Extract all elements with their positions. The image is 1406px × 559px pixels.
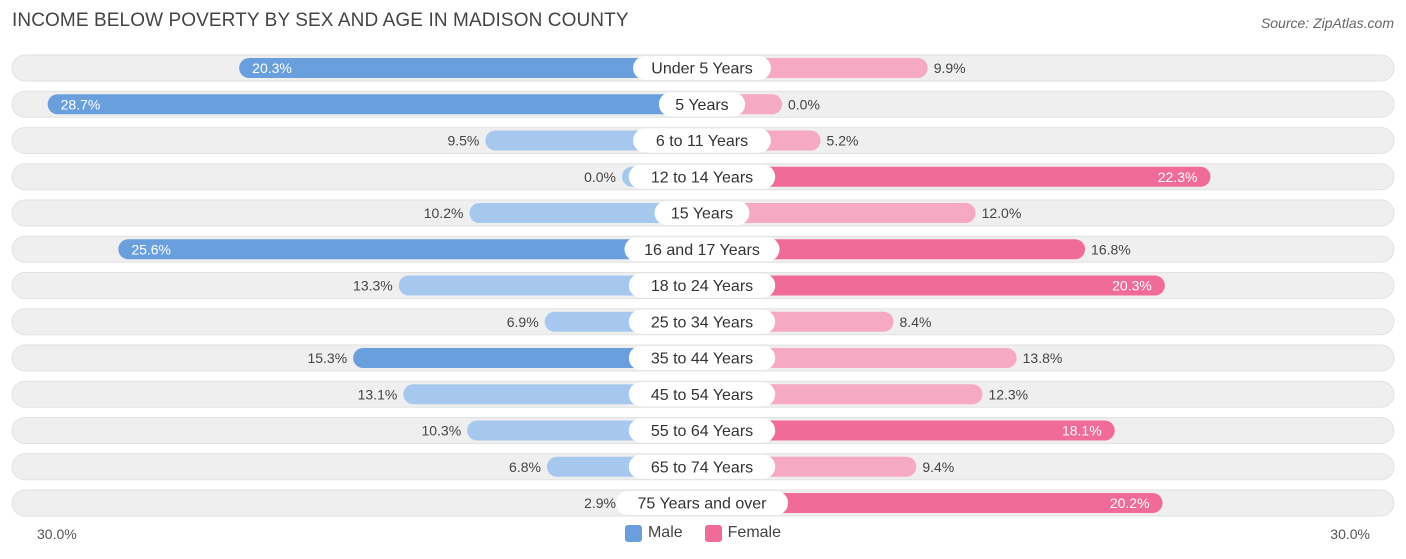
category-label: 6 to 11 Years [656, 133, 748, 150]
category-label: 16 and 17 Years [644, 242, 760, 259]
value-label-female: 9.9% [934, 60, 966, 76]
value-label-male: 6.9% [507, 314, 539, 330]
value-label-female: 0.0% [788, 96, 820, 112]
source-credit: Source: ZipAtlas.com [1260, 15, 1394, 31]
category-pill [628, 273, 776, 298]
bar-male [239, 58, 702, 78]
bar-female [702, 203, 976, 223]
value-label-female: 20.3% [1112, 278, 1152, 294]
value-label-female: 12.0% [982, 205, 1022, 221]
bar-male [118, 239, 702, 260]
value-label-female: 16.8% [1091, 241, 1131, 257]
bar-male [398, 275, 702, 296]
category-pill [658, 92, 746, 117]
value-label-male: 25.6% [131, 241, 171, 257]
category-pill [628, 454, 776, 479]
category-pill [633, 56, 771, 80]
legend-label-male: Male [647, 524, 683, 541]
bar-male [47, 94, 702, 115]
category-label: 15 Years [671, 206, 733, 223]
axis-right-label: 30.0% [1330, 526, 1370, 542]
category-label: 5 Years [675, 97, 728, 114]
category-pill [654, 201, 750, 225]
value-label-female: 13.8% [1023, 350, 1063, 366]
legend-label-female: Female [727, 524, 782, 541]
value-label-male: 2.9% [584, 495, 616, 511]
value-label-male: 28.7% [61, 96, 101, 112]
bar-female [702, 493, 1163, 513]
value-label-female: 9.4% [922, 459, 954, 475]
value-label-male: 0.0% [584, 169, 616, 185]
axis-left-label: 30.0% [37, 526, 77, 542]
category-label: Under 5 Years [651, 61, 752, 78]
category-pill [624, 237, 780, 262]
bar-male [403, 384, 702, 405]
legend: Male Female [0, 524, 1406, 542]
value-label-male: 15.3% [307, 350, 347, 366]
value-label-male: 6.8% [509, 459, 541, 475]
category-label: 25 to 34 Years [651, 314, 753, 331]
value-label-male: 9.5% [447, 133, 479, 149]
value-label-male: 13.1% [358, 386, 398, 402]
value-label-female: 18.1% [1062, 423, 1102, 439]
value-label-female: 12.3% [988, 386, 1028, 402]
category-label: 18 to 24 Years [651, 278, 753, 295]
category-pill [633, 128, 771, 153]
category-pill [628, 382, 776, 407]
value-label-male: 10.3% [421, 423, 461, 439]
category-label: 65 to 74 Years [651, 459, 753, 476]
category-pill [628, 418, 776, 443]
category-label: 45 to 54 Years [651, 387, 753, 404]
bar-female [702, 348, 1017, 368]
category-pill [628, 346, 776, 370]
chart-title: INCOME BELOW POVERTY BY SEX AND AGE IN M… [12, 10, 629, 31]
category-pill [628, 309, 776, 334]
legend-item-male[interactable]: Male [624, 524, 683, 542]
category-label: 55 to 64 Years [651, 423, 753, 440]
legend-swatch-female [704, 524, 722, 542]
poverty-chart: 20.3% 9.9% Under 5 Years 28.7% 0.0% 5 Years 9.… [11, 54, 1395, 517]
bar-male [353, 348, 702, 368]
bar-male [469, 203, 702, 223]
bar-female [702, 166, 1211, 187]
value-label-male: 20.3% [252, 60, 292, 76]
category-label: 12 to 14 Years [651, 169, 753, 186]
legend-swatch-male [624, 524, 642, 542]
value-label-male: 10.2% [424, 205, 464, 221]
value-label-female: 20.2% [1110, 495, 1150, 511]
value-label-male: 13.3% [353, 278, 393, 294]
bar-female [702, 239, 1086, 260]
value-label-female: 5.2% [827, 133, 859, 149]
bar-female [702, 420, 1115, 441]
category-pill [615, 491, 789, 515]
category-label: 35 to 44 Years [651, 351, 753, 368]
bar-female [702, 275, 1165, 296]
value-label-female: 22.3% [1158, 169, 1198, 185]
value-label-female: 8.4% [900, 314, 932, 330]
legend-item-female[interactable]: Female [704, 524, 782, 542]
category-pill [628, 164, 776, 189]
category-label: 75 Years and over [638, 496, 768, 513]
